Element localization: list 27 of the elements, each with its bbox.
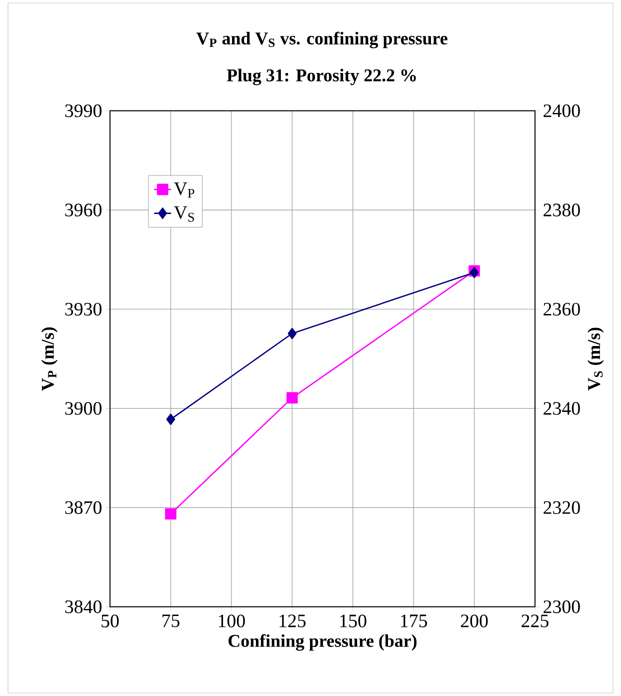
y-tick-label: 3930 (65, 302, 102, 316)
y-tick-label: 3900 (65, 402, 102, 415)
x-tick-label: 100 (218, 614, 245, 628)
x-tick-label: 125 (280, 614, 306, 628)
y-tick-label: 3960 (65, 204, 102, 216)
x-tick-label: 150 (340, 614, 366, 628)
chart-title: V$_{P}$ and V$_{S}$ vs. confining pressure (196, 32, 448, 48)
y-tick-label: 3990 (65, 104, 102, 118)
y2-tick-label: 2360 (544, 302, 580, 316)
y-tick-label: 3870 (65, 501, 102, 514)
x-axis-title: Confining pressure (bar) (228, 634, 417, 651)
legend-label: V$_{P}$ (174, 182, 194, 198)
y2-tick-label: 2380 (544, 204, 580, 216)
x-tick-label: 200 (460, 614, 488, 628)
chart-subtitle: Plug 31: Porosity 22.2 % (226, 68, 416, 86)
y2-tick-label: 2320 (544, 501, 580, 514)
y-tick-label: 3840 (65, 600, 102, 614)
y2-tick-label: 2400 (544, 104, 580, 118)
y2-tick-label: 2300 (544, 600, 580, 614)
y2-tick-label: 2340 (544, 402, 580, 415)
x-tick-label: 175 (401, 614, 428, 628)
x-tick-label: 50 (102, 614, 119, 628)
y-axis-title: V$_{P}$ (m/s) (41, 327, 58, 391)
x-tick-label: 225 (522, 614, 548, 628)
x-tick-label: 75 (162, 614, 180, 628)
y2-axis-title: V$_{S}$ (m/s) (587, 328, 604, 390)
legend-label: V$_{S}$ (174, 206, 194, 222)
